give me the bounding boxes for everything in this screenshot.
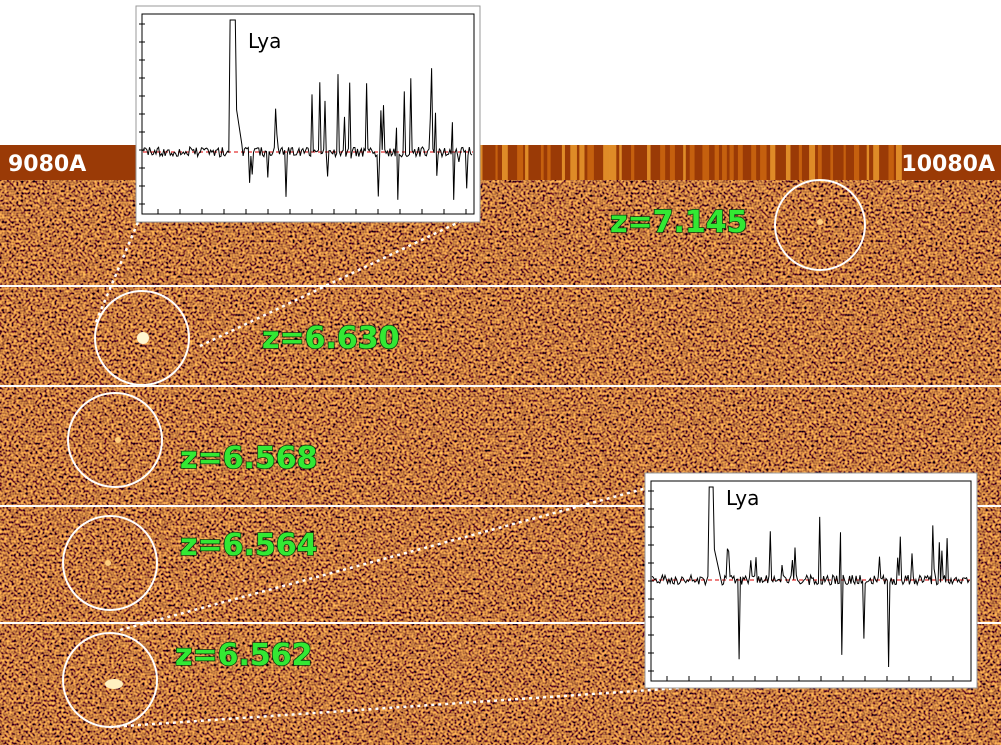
band-bar <box>751 145 756 180</box>
source <box>817 219 823 225</box>
band-bar <box>570 145 577 180</box>
band-bar <box>770 145 775 180</box>
inset: Lya <box>645 473 977 688</box>
band-bar <box>844 145 846 180</box>
right-wavelength: 10080A <box>901 152 995 177</box>
redshift-label: z=7.145 <box>610 205 748 240</box>
figure: 9080A 10080A z=7.145 z=6.630 z=6.568 z=6… <box>0 0 1001 745</box>
band-bar <box>854 145 859 180</box>
band-bar <box>587 145 594 180</box>
band-bar <box>517 145 523 180</box>
band-bar <box>631 145 634 180</box>
band-bar <box>867 145 869 180</box>
band-bar <box>873 145 879 180</box>
left-wavelength: 9080A <box>8 152 86 177</box>
redshift-label: z=6.562 <box>175 638 313 673</box>
band-bar <box>730 145 734 180</box>
band-bar <box>809 145 815 180</box>
band-bar <box>738 145 743 180</box>
source <box>115 437 121 443</box>
inset-frame <box>136 6 480 222</box>
band-bar <box>525 145 528 180</box>
source <box>105 679 123 689</box>
band-bar <box>818 145 822 180</box>
inset-label: Lya <box>726 486 759 510</box>
source <box>105 560 111 566</box>
band-bar <box>799 145 802 180</box>
band-bar <box>702 145 709 180</box>
band-bar <box>683 145 686 180</box>
redshift-label: z=6.568 <box>180 441 318 476</box>
band-bar <box>722 145 727 180</box>
band-bar <box>619 145 622 180</box>
redshift-label: z=6.630 <box>262 321 400 356</box>
band-bar <box>786 145 791 180</box>
band-bar <box>690 145 695 180</box>
band-bar <box>660 145 665 180</box>
band-bar <box>579 145 584 180</box>
band-bar <box>502 145 508 180</box>
band-bar <box>830 145 833 180</box>
band-bar <box>495 145 497 180</box>
source <box>137 332 149 344</box>
band-bar <box>647 145 651 180</box>
band-bar <box>670 145 675 180</box>
redshift-label: z=6.564 <box>180 528 318 563</box>
band-bar <box>603 145 610 180</box>
band-bar <box>610 145 617 180</box>
band-bar <box>541 145 544 180</box>
band-bar <box>562 145 565 180</box>
inset: Lya <box>136 6 480 222</box>
band-bar <box>547 145 550 180</box>
band-bar <box>715 145 719 180</box>
band-bar <box>760 145 766 180</box>
band-bar <box>888 145 893 180</box>
inset-label: Lya <box>248 29 281 53</box>
